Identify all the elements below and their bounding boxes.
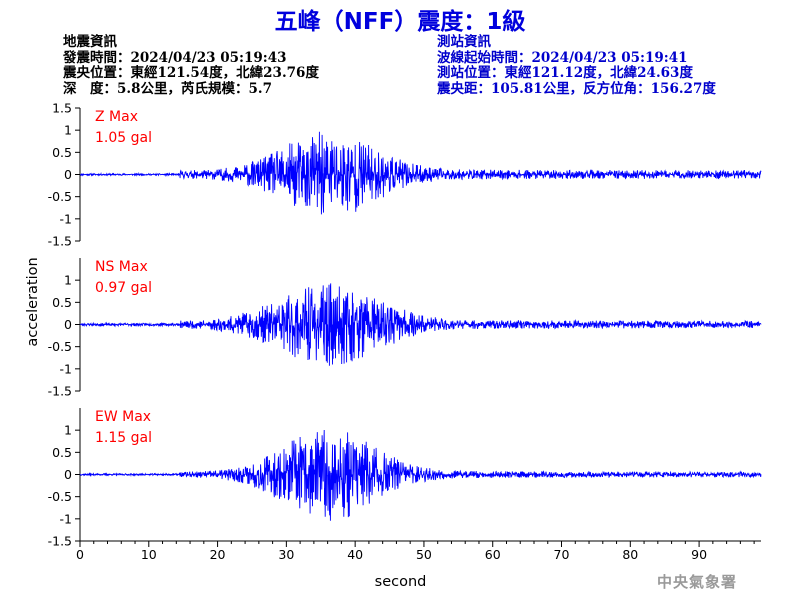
x-tick-label: 80: [622, 547, 638, 562]
y-axis-label: acceleration: [25, 257, 41, 346]
y-tick-label: 0: [64, 467, 72, 482]
y-tick-label: 0: [64, 317, 72, 332]
y-tick-label: 1: [64, 123, 72, 138]
watermark: 中央氣象署: [657, 573, 738, 591]
x-tick-label: 90: [691, 547, 707, 562]
origin-time: 發震時間：2024/04/23 05:19:43: [63, 49, 287, 66]
max-value-ns: 0.97 gal: [95, 280, 152, 296]
station-info: 測站資訊 波線起始時間：2024/04/23 05:19:41 測站位置：東經1…: [437, 34, 716, 97]
y-tick-label: -1.5: [48, 534, 72, 549]
y-tick-label: 0: [64, 167, 72, 182]
wave-start-time: 波線起始時間：2024/04/23 05:19:41: [437, 49, 688, 66]
panel-ns: -1.5 -1 -0.5 0 0.5 1 NS Max 0.97 gal: [48, 258, 762, 399]
page-title: 五峰（NFF）震度：1級: [274, 9, 526, 35]
x-tick-label: 60: [485, 547, 501, 562]
epicenter-position: 震央位置：東經121.54度，北緯23.76度: [63, 65, 319, 81]
panel-z: -1.5 -1 -0.5 0 0.5 1 1.5 Z Max 1.05 gal: [48, 101, 762, 249]
y-tick-label: -0.5: [48, 489, 72, 504]
depth-magnitude: 深 度：5.8公里，芮氏規模：5.7: [63, 80, 272, 97]
y-tick-label: -1: [60, 211, 72, 226]
x-tick-label: 40: [347, 547, 363, 562]
y-tick-label: -1.5: [48, 384, 72, 399]
y-tick-label: -1: [60, 511, 72, 526]
y-tick-label: -1: [60, 361, 72, 376]
max-label-z: Z Max: [95, 109, 138, 125]
y-tick-label: -0.5: [48, 189, 72, 204]
station-position: 測站位置：東經121.12度，北緯24.63度: [437, 65, 693, 81]
y-tick-label: -1.5: [48, 234, 72, 249]
y-tick-label: 0.5: [52, 295, 72, 310]
station-info-heading: 測站資訊: [437, 34, 491, 50]
x-tick-label: 10: [141, 547, 157, 562]
max-value-z: 1.05 gal: [95, 130, 152, 146]
x-tick-label: 70: [554, 547, 570, 562]
earthquake-info: 地震資訊 發震時間：2024/04/23 05:19:43 震央位置：東經121…: [63, 34, 319, 97]
trace-z: [79, 131, 762, 215]
y-tick-label: 0.5: [52, 445, 72, 460]
x-axis-label: second: [375, 574, 427, 590]
y-tick-label: 1: [64, 423, 72, 438]
y-tick-label: 0.5: [52, 145, 72, 160]
max-value-ew: 1.15 gal: [95, 430, 152, 446]
panel-ew: -1.5 -1 -0.5 0 0.5 1 EW Max 1.15 gal: [48, 408, 762, 549]
y-tick-label: 1: [64, 273, 72, 288]
max-label-ns: NS Max: [95, 259, 148, 275]
trace-ns: [79, 283, 762, 366]
earthquake-info-heading: 地震資訊: [63, 34, 117, 50]
x-tick-label: 50: [416, 547, 432, 562]
distance-azimuth: 震央距：105.81公里，反方位角：156.27度: [437, 80, 716, 97]
y-tick-label: -0.5: [48, 339, 72, 354]
x-tick-label: 30: [278, 547, 294, 562]
max-label-ew: EW Max: [95, 409, 151, 425]
trace-ew: [79, 429, 762, 521]
x-tick-label: 0: [76, 547, 84, 562]
x-tick-label: 20: [210, 547, 226, 562]
y-tick-label: 1.5: [52, 101, 72, 116]
